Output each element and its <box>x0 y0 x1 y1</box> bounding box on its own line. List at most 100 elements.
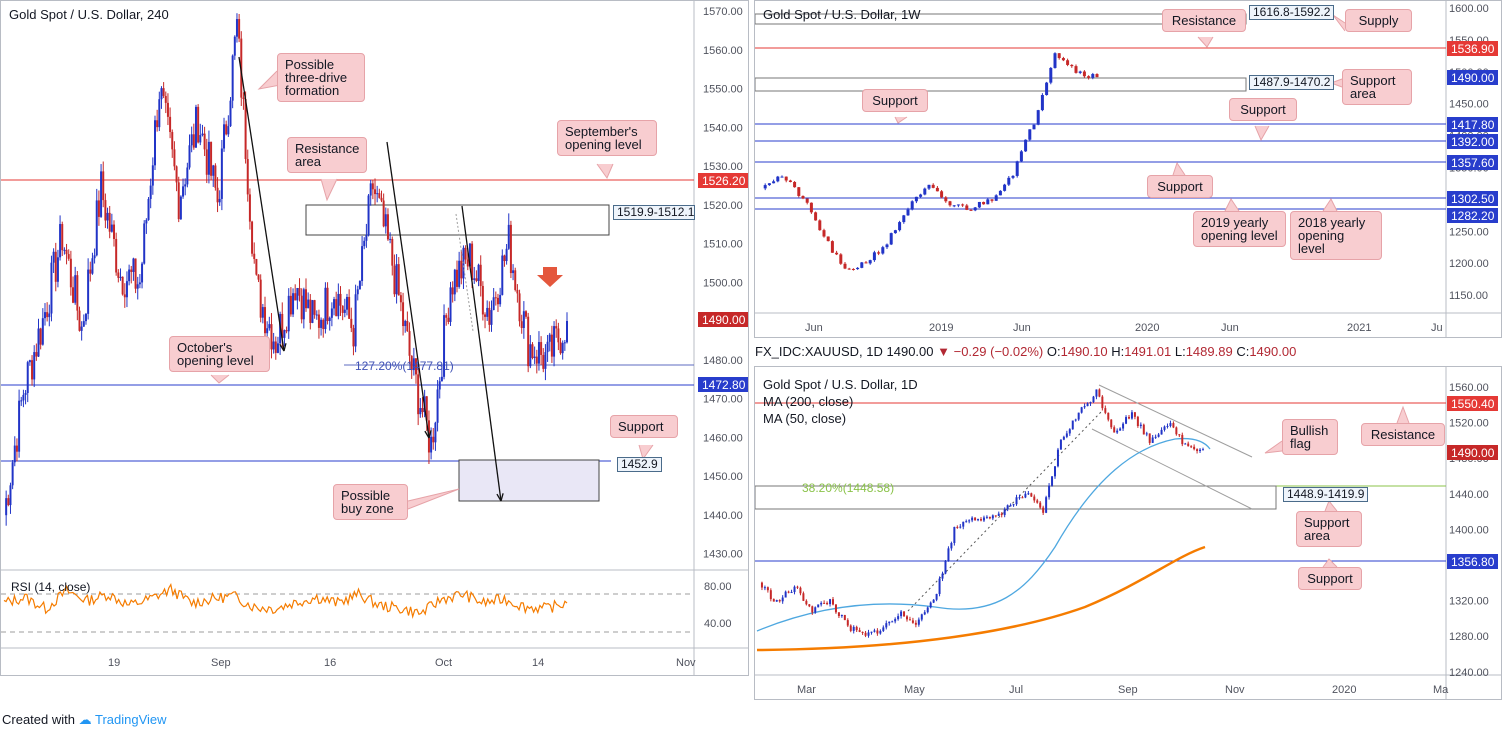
chart-daily-panel[interactable]: 1560.001520.001480.001440.001400.001360.… <box>754 366 1502 700</box>
candle-weekly-body <box>1057 53 1061 59</box>
callout-weekly-support-3: Support <box>1147 175 1213 198</box>
candle-daily-body <box>805 600 808 605</box>
candle-daily-body <box>947 548 950 561</box>
candle-daily-body <box>858 630 861 632</box>
three-drive-arrow-1-head <box>279 343 287 352</box>
candle-daily-body <box>1015 497 1018 505</box>
candle-weekly-body <box>906 209 910 216</box>
candle-4h-body <box>225 124 228 135</box>
callout-pointer <box>894 116 908 124</box>
candle-daily-body <box>1184 443 1187 445</box>
candle-4h-body <box>61 224 64 251</box>
candle-daily-body <box>1107 412 1110 420</box>
candle-4h-body <box>166 102 169 117</box>
candle-4h-body <box>546 341 549 353</box>
candle-daily-body <box>1000 513 1003 516</box>
candle-weekly-body <box>1003 184 1007 191</box>
candle-4h-body <box>492 297 495 311</box>
footer-credit[interactable]: Created with ☁ TradingView <box>2 712 167 728</box>
candle-daily-body <box>911 620 914 623</box>
chart-daily-canvas[interactable]: 1560.001520.001480.001440.001400.001360.… <box>755 367 1502 700</box>
candle-weekly-body <box>860 262 864 268</box>
candle-4h-body <box>399 295 402 303</box>
time-axis-label: 19 <box>108 657 120 669</box>
candle-4h-body <box>43 312 46 319</box>
candle-4h-body <box>9 485 12 506</box>
candle-daily-body <box>870 631 873 633</box>
candle-4h-body <box>80 326 83 331</box>
candle-4h-body <box>419 408 422 415</box>
candle-daily-body <box>1104 408 1107 413</box>
candle-4h-body <box>171 132 174 150</box>
candle-weekly-body <box>843 263 847 269</box>
ma50-line <box>756 437 1211 632</box>
candle-daily-body <box>1193 446 1196 450</box>
candle-4h-body <box>153 120 156 166</box>
candle-4h-body <box>13 445 16 463</box>
callout-daily-support: Support <box>1298 567 1362 590</box>
candle-4h-body <box>322 319 325 330</box>
price-axis-label: 1520.00 <box>703 200 743 212</box>
candle-4h-body <box>289 295 292 315</box>
last-price: 1490.00 <box>886 344 934 359</box>
candle-4h-body <box>238 19 241 39</box>
candle-4h-body <box>143 223 146 264</box>
candle-weekly-body <box>965 205 969 210</box>
candle-weekly-body <box>830 241 834 253</box>
callout-2018-yearly-opening: 2018 yearly opening level <box>1290 211 1382 260</box>
candle-weekly-body <box>1095 74 1099 78</box>
candle-4h-body <box>173 149 176 167</box>
candle-4h-body <box>525 311 528 317</box>
time-axis-label: Ju <box>1431 322 1443 334</box>
candle-4h-body <box>292 293 295 315</box>
candle-daily-body <box>962 521 965 527</box>
candle-4h-body <box>352 328 355 347</box>
candle-4h-body <box>192 134 195 148</box>
ma200-line <box>756 545 1206 652</box>
candle-4h-body <box>313 300 316 315</box>
candle-4h-body <box>408 331 411 356</box>
candle-4h-body <box>326 287 329 322</box>
candle-4h-body <box>65 249 68 255</box>
candle-daily-body <box>846 620 849 626</box>
chart-4h-panel[interactable]: 1570.00 1560.00 1550.00 1540.00 1530.00 1520.… <box>0 0 749 676</box>
candle-daily-body <box>796 586 799 588</box>
candle-4h-body <box>274 341 277 353</box>
candle-daily-body <box>1062 436 1065 440</box>
candle-4h-body <box>134 258 137 289</box>
candle-4h-body <box>158 99 161 128</box>
candle-4h-body <box>26 362 29 394</box>
chart-weekly-panel[interactable]: 1600.001550.001500.001450.001400.001350.… <box>754 0 1502 338</box>
candle-daily-body <box>1045 497 1048 513</box>
candle-4h-body <box>363 240 366 247</box>
chart-4h-canvas[interactable]: 1570.00 1560.00 1550.00 1540.00 1530.00 1520.… <box>1 1 749 676</box>
candle-daily-body <box>1068 429 1071 434</box>
candle-weekly-body <box>1066 60 1070 65</box>
candle-4h-body <box>164 95 167 103</box>
candle-daily-body <box>811 606 814 613</box>
flag-lower-line <box>1091 428 1253 510</box>
three-drive-arrow-1 <box>238 56 285 352</box>
close-label: C: <box>1236 344 1250 359</box>
candle-4h-body <box>248 194 251 222</box>
callout-weekly-support-2: Support <box>1229 98 1297 121</box>
candle-daily-body <box>923 612 926 615</box>
candle-4h-body <box>341 305 344 313</box>
candle-4h-body <box>169 116 172 133</box>
callout-weekly-supply: Supply <box>1345 9 1412 32</box>
candle-4h-body <box>214 165 217 188</box>
candle-daily-body <box>917 619 920 625</box>
candle-4h-body <box>100 171 103 217</box>
candle-4h-body <box>490 310 493 325</box>
price-axis-label: 1500.00 <box>703 277 743 289</box>
candle-4h-body <box>257 274 260 280</box>
chart-weekly-canvas[interactable]: 1600.001550.001500.001450.001400.001350.… <box>755 1 1502 338</box>
chart-weekly-title: Gold Spot / U.S. Dollar, 1W <box>763 7 921 22</box>
candle-4h-body <box>294 293 297 301</box>
candle-weekly-body <box>910 201 914 210</box>
price-tag-1417: 1417.80 <box>1447 117 1499 132</box>
candle-4h-body <box>233 36 236 56</box>
candle-4h-body <box>231 55 234 101</box>
candle-4h-body <box>378 193 381 198</box>
candle-4h-body <box>395 264 398 295</box>
